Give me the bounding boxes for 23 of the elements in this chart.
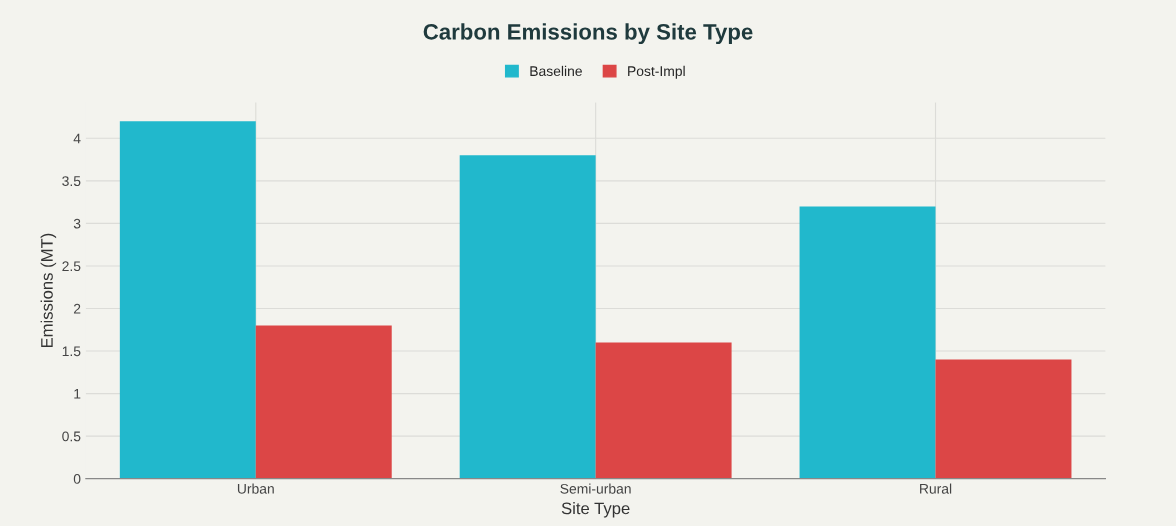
y-tick-label: 2.5 — [62, 261, 81, 272]
chart-title: Carbon Emissions by Site Type — [423, 23, 753, 45]
legend-label: Post-Impl — [628, 65, 685, 79]
y-tick-label: 1 — [74, 389, 81, 399]
y-tick-label: 2 — [73, 303, 81, 314]
bar — [119, 121, 256, 479]
y-tick-label: 4 — [73, 133, 81, 144]
bar — [459, 155, 596, 479]
y-tick-label: 0 — [73, 473, 81, 484]
bar — [595, 342, 732, 479]
legend-label: Baseline — [530, 65, 582, 77]
bar — [935, 359, 1072, 479]
y-tick-label: 3 — [73, 218, 81, 229]
bar — [255, 325, 392, 479]
y-axis-title: Emissions (MT) — [40, 233, 57, 348]
y-tick-label: 0.5 — [62, 431, 81, 442]
x-tick-label: Semi-urban — [560, 483, 631, 494]
y-tick-label: 3.5 — [62, 176, 81, 187]
x-axis-title: Site Type — [561, 502, 630, 518]
x-tick-label: Urban — [237, 483, 274, 494]
y-tick-label: 1.5 — [62, 346, 81, 357]
bar — [799, 206, 936, 479]
x-tick-label: Rural — [920, 483, 952, 494]
